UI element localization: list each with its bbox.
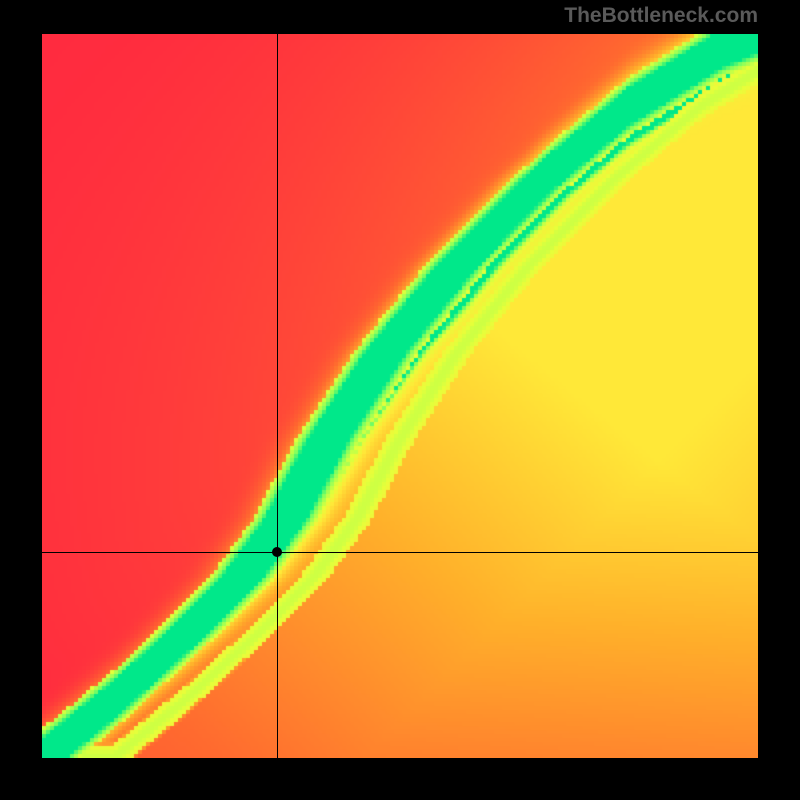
- heatmap-canvas: [42, 34, 758, 758]
- crosshair-vertical: [277, 34, 278, 758]
- crosshair-horizontal: [42, 552, 758, 553]
- crosshair-marker: [272, 547, 282, 557]
- attribution-text: TheBottleneck.com: [564, 4, 758, 28]
- heatmap-plot: [42, 34, 758, 758]
